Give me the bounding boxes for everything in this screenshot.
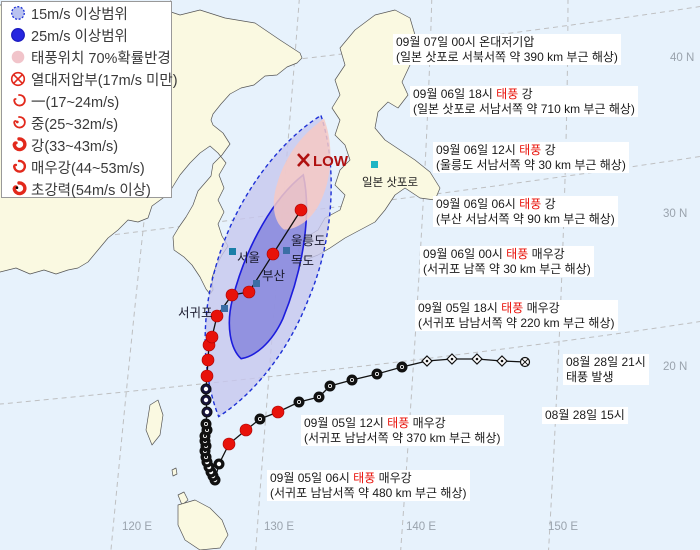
svg-text:30 N: 30 N xyxy=(663,208,687,220)
svg-text:150 E: 150 E xyxy=(548,521,578,533)
svg-text:울릉도: 울릉도 xyxy=(291,234,326,248)
svg-text:20 N: 20 N xyxy=(663,361,687,373)
svg-text:140 E: 140 E xyxy=(406,521,436,533)
svg-text:서귀포: 서귀포 xyxy=(178,306,213,320)
svg-text:서울: 서울 xyxy=(237,251,260,265)
svg-text:40 N: 40 N xyxy=(670,52,694,64)
svg-text:120 E: 120 E xyxy=(122,521,152,533)
svg-text:130 E: 130 E xyxy=(264,521,294,533)
svg-text:일본 삿포로: 일본 삿포로 xyxy=(362,175,418,189)
svg-text:LOW: LOW xyxy=(313,153,349,170)
svg-text:독도: 독도 xyxy=(291,254,314,268)
svg-text:부산: 부산 xyxy=(262,269,286,283)
